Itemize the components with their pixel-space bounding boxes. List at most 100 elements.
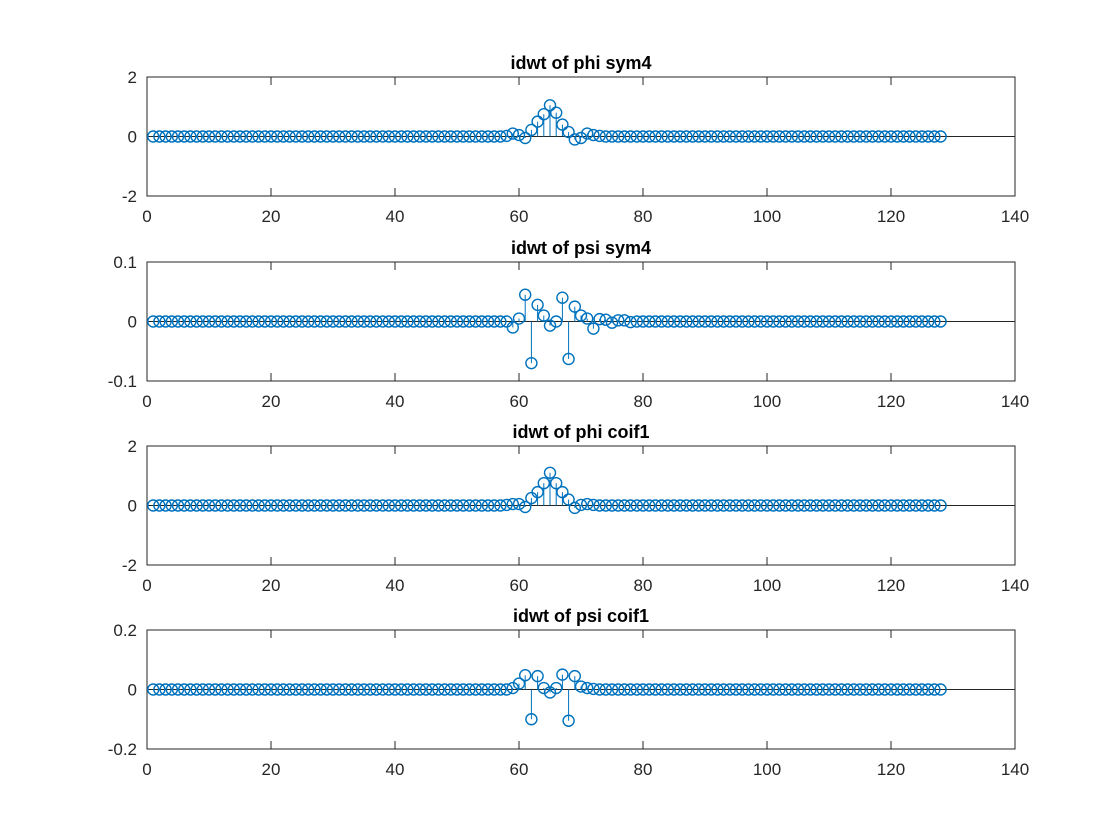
stem-marker — [463, 130, 476, 143]
stem-marker — [593, 129, 606, 143]
subplot-title: idwt of phi sym4 — [510, 53, 651, 73]
stem-marker — [159, 130, 172, 143]
stem-marker — [922, 499, 935, 512]
stem-marker — [798, 683, 811, 696]
stem-marker — [221, 683, 234, 696]
stem-marker — [829, 499, 842, 512]
x-tick-label: 80 — [634, 207, 653, 226]
stem-marker — [475, 683, 488, 696]
stem-marker — [481, 130, 495, 143]
stem-marker — [798, 315, 811, 328]
stem-marker — [239, 130, 253, 143]
stem-marker — [432, 315, 445, 328]
stem-marker — [190, 130, 203, 143]
stem-marker — [488, 130, 501, 143]
stem-marker — [289, 499, 302, 512]
stem-marker — [525, 356, 538, 370]
stem-marker — [351, 130, 364, 143]
x-tick-label: 100 — [753, 392, 781, 411]
stem-marker — [674, 499, 687, 512]
stem-marker — [884, 499, 898, 512]
stem-marker — [537, 681, 550, 695]
stem-marker — [630, 315, 643, 328]
stem-marker — [543, 99, 557, 112]
y-tick-label: 0 — [128, 313, 137, 332]
stem-marker — [320, 499, 333, 512]
stem-marker — [934, 130, 947, 143]
stem-marker — [146, 315, 160, 328]
stem-marker — [277, 130, 290, 143]
stem-marker — [599, 130, 612, 143]
stem-marker — [661, 499, 674, 512]
stem-marker — [401, 130, 414, 143]
stem-marker — [258, 683, 271, 696]
stem-marker — [605, 130, 619, 143]
stem-marker — [760, 683, 774, 696]
stem-marker — [271, 315, 284, 328]
stem-marker — [432, 130, 445, 143]
x-tick-label: 60 — [510, 392, 529, 411]
stem-marker — [208, 499, 222, 512]
stem-marker — [537, 476, 550, 490]
stem-marker — [388, 683, 402, 696]
stem-marker — [345, 315, 358, 328]
x-tick-label: 40 — [386, 576, 405, 595]
stem-marker — [798, 499, 811, 512]
stem-marker — [190, 315, 203, 328]
stem-marker — [915, 683, 929, 696]
stem-marker — [395, 683, 408, 696]
stem-marker — [407, 683, 420, 696]
stem-marker — [531, 485, 544, 499]
stem-marker — [562, 714, 575, 727]
stem-marker — [618, 499, 631, 512]
stem-marker — [357, 683, 371, 696]
stem-marker — [153, 683, 166, 696]
stem-marker — [674, 130, 687, 143]
x-tick-label: 60 — [510, 576, 529, 595]
stem-marker — [401, 499, 414, 512]
stem-marker — [568, 133, 581, 146]
stem-marker — [407, 499, 420, 512]
stem-marker — [370, 130, 383, 143]
stem-marker — [208, 130, 222, 143]
stem-marker — [574, 498, 588, 512]
stem-marker — [891, 499, 904, 512]
stem-marker — [698, 499, 712, 512]
stem-marker — [773, 499, 786, 512]
stem-marker — [159, 499, 172, 512]
stem-marker — [165, 683, 179, 696]
x-tick-label: 100 — [753, 576, 781, 595]
stem-marker — [612, 683, 625, 696]
stem-marker — [624, 315, 637, 329]
stem-marker — [165, 315, 179, 328]
stem-marker — [177, 499, 191, 512]
stem-marker — [271, 683, 284, 696]
stem-marker — [190, 683, 203, 696]
stem-marker — [897, 683, 910, 696]
stem-marker — [401, 683, 414, 696]
stem-marker — [748, 130, 761, 143]
x-tick-label: 140 — [1001, 392, 1029, 411]
stem-marker — [853, 683, 867, 696]
stem-marker — [729, 130, 743, 143]
stem-marker — [661, 315, 674, 328]
stem-marker — [655, 499, 668, 512]
stem-marker — [643, 499, 656, 512]
stem-marker — [438, 683, 451, 696]
stem-marker — [674, 315, 687, 328]
stem-marker — [413, 315, 426, 328]
stem-marker — [419, 130, 433, 143]
stem-marker — [326, 499, 340, 512]
stem-marker — [550, 681, 563, 695]
stem-marker — [407, 130, 420, 143]
stem-marker — [450, 315, 464, 328]
stem-marker — [438, 499, 451, 512]
subplot-title: idwt of phi coif1 — [513, 422, 650, 442]
stem-marker — [760, 315, 774, 328]
stem-marker — [705, 683, 718, 696]
stem-marker — [246, 683, 259, 696]
stem-marker — [884, 130, 898, 143]
stem-marker — [773, 130, 786, 143]
stem-marker — [711, 315, 724, 328]
